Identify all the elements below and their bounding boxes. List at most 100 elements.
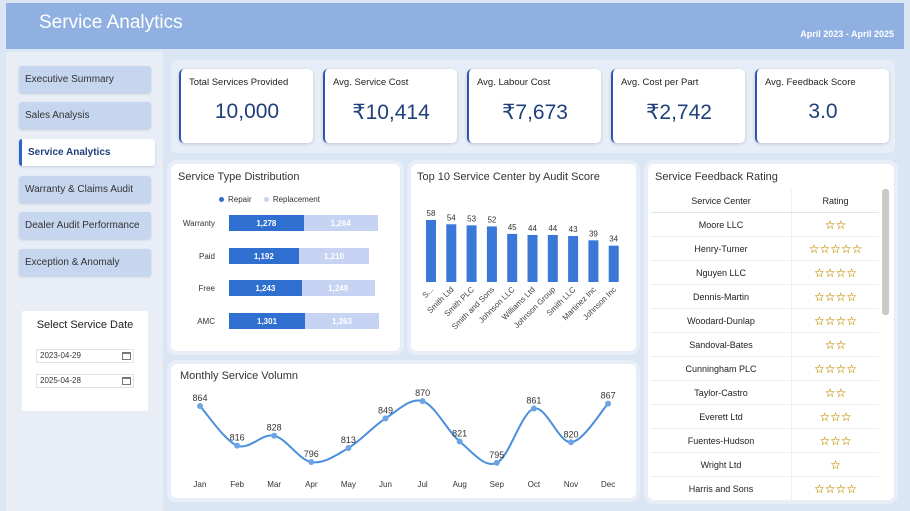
- start-date-field[interactable]: 2023-04-29: [36, 349, 134, 363]
- bar-repair[interactable]: 1,301: [229, 313, 306, 329]
- star-icon: ☆: [846, 313, 858, 328]
- end-date-field[interactable]: 2025-04-28: [36, 374, 134, 388]
- data-label: 820: [563, 429, 578, 439]
- star-icon: ☆: [813, 289, 825, 304]
- bar[interactable]: [426, 220, 436, 282]
- star-icon: ☆: [808, 241, 820, 256]
- kpi-label: Avg. Feedback Score: [765, 77, 856, 88]
- nav-exception-anomaly[interactable]: Exception & Anomaly: [19, 249, 151, 276]
- bar[interactable]: [527, 234, 538, 282]
- service-center-name: Fuentes-Hudson: [651, 429, 792, 452]
- bar[interactable]: [608, 245, 619, 282]
- service-center-name: Everett Ltd: [651, 405, 792, 428]
- star-icon: ☆: [819, 241, 831, 256]
- nav-service-analytics[interactable]: Service Analytics: [19, 139, 155, 166]
- star-icon: ☆: [835, 481, 847, 496]
- bar[interactable]: [507, 233, 518, 282]
- data-point[interactable]: [605, 400, 612, 407]
- service-type-title: Service Type Distribution: [178, 171, 300, 183]
- data-point[interactable]: [197, 403, 203, 410]
- kpi-card-avg-cost-per-part: Avg. Cost per Part ₹2,742: [611, 69, 745, 143]
- bar[interactable]: [547, 234, 558, 282]
- table-row[interactable]: Henry-Turner ☆ ☆ ☆ ☆ ☆: [651, 237, 879, 261]
- x-tick-label: Jul: [417, 480, 427, 489]
- column-header-service-center[interactable]: Service Center: [651, 189, 792, 212]
- bar[interactable]: [466, 225, 477, 282]
- monthly-chart: 864 Jan 816 Feb 828 Mar 796 Apr 813 May 849 Jun 870 J…: [192, 388, 615, 489]
- bar-repair[interactable]: 1,243: [229, 280, 302, 296]
- data-point[interactable]: [308, 459, 315, 466]
- bar-repair[interactable]: 1,278: [229, 215, 304, 231]
- bar-replacement[interactable]: 1,210: [298, 248, 370, 264]
- bar[interactable]: [568, 236, 579, 282]
- bar-repair[interactable]: 1,192: [229, 248, 299, 264]
- kpi-value: ₹10,414: [352, 101, 430, 124]
- data-point[interactable]: [419, 398, 426, 405]
- star-icon: ☆: [846, 289, 858, 304]
- star-icon: ☆: [824, 361, 836, 376]
- star-icon: ☆: [835, 385, 847, 400]
- star-icon: ☆: [835, 265, 847, 280]
- data-point[interactable]: [382, 415, 389, 422]
- sidebar: Executive Summary Sales Analysis Service…: [6, 52, 163, 511]
- data-point[interactable]: [530, 405, 537, 412]
- bar[interactable]: [588, 240, 599, 282]
- table-row[interactable]: Sandoval-Bates ☆ ☆: [651, 333, 879, 357]
- star-icon: ☆: [813, 313, 825, 328]
- star-icon: ☆: [824, 313, 836, 328]
- table-row[interactable]: Everett Ltd ☆ ☆ ☆: [651, 405, 879, 429]
- category-label: Warranty: [182, 219, 215, 228]
- data-label: 53: [467, 214, 476, 223]
- table-row[interactable]: Taylor-Castro ☆ ☆: [651, 381, 879, 405]
- date-filter: Select Service Date 2023-04-29 2025-04-2…: [22, 311, 148, 411]
- nav-warranty-claims-audit[interactable]: Warranty & Claims Audit: [19, 176, 151, 203]
- top-centers-title: Top 10 Service Center by Audit Score: [417, 171, 600, 183]
- calendar-icon[interactable]: [122, 377, 131, 385]
- bar-replacement[interactable]: 1,263: [305, 313, 379, 329]
- star-icon: ☆: [835, 337, 847, 352]
- rating-stars: ☆ ☆ ☆ ☆: [792, 357, 879, 380]
- data-point[interactable]: [456, 438, 463, 445]
- x-tick-label: Nov: [564, 480, 578, 489]
- end-date-value: 2025-04-28: [40, 376, 81, 385]
- kpi-card-avg-labour-cost: Avg. Labour Cost ₹7,673: [467, 69, 601, 143]
- star-icon: ☆: [830, 409, 841, 424]
- data-label: 34: [609, 235, 618, 244]
- table-row[interactable]: Nguyen LLC ☆ ☆ ☆ ☆: [651, 261, 879, 285]
- data-point[interactable]: [345, 445, 352, 452]
- monthly-panel: [171, 364, 636, 498]
- data-point[interactable]: [271, 432, 278, 439]
- table-row[interactable]: Moore LLC ☆ ☆: [651, 213, 879, 237]
- bar-replacement[interactable]: 1,249: [301, 280, 375, 296]
- nav-executive-summary[interactable]: Executive Summary: [19, 66, 151, 93]
- data-point[interactable]: [493, 459, 500, 466]
- table-row[interactable]: Woodard-Dunlap ☆ ☆ ☆ ☆: [651, 309, 879, 333]
- column-header-rating[interactable]: Rating: [822, 195, 849, 206]
- bar[interactable]: [486, 226, 497, 282]
- kpi-label: Total Services Provided: [189, 77, 289, 88]
- table-row[interactable]: Dennis-Martin ☆ ☆ ☆ ☆: [651, 285, 879, 309]
- data-point[interactable]: [234, 442, 241, 449]
- table-row[interactable]: Harris and Sons ☆ ☆ ☆ ☆: [651, 477, 879, 501]
- data-label: 44: [548, 224, 557, 233]
- legend-repair: Repair: [228, 195, 252, 204]
- table-row[interactable]: Fuentes-Hudson ☆ ☆ ☆: [651, 429, 879, 453]
- nav-dealer-audit-performance[interactable]: Dealer Audit Performance: [19, 212, 151, 239]
- table-row[interactable]: Wright Ltd ☆: [651, 453, 879, 477]
- date-range-label: April 2023 - April 2025: [800, 29, 894, 39]
- table-row[interactable]: Cunningham PLC ☆ ☆ ☆ ☆: [651, 357, 879, 381]
- bar-replacement[interactable]: 1,264: [303, 215, 378, 231]
- kpi-card-avg-service-cost: Avg. Service Cost ₹10,414: [323, 69, 457, 143]
- service-center-name: Woodard-Dunlap: [651, 309, 792, 332]
- bar[interactable]: [446, 224, 457, 282]
- feedback-scrollbar[interactable]: [882, 189, 889, 315]
- star-icon: ☆: [813, 361, 825, 376]
- data-label: 796: [304, 449, 319, 459]
- star-icon: ☆: [824, 385, 836, 400]
- data-point[interactable]: [568, 439, 574, 446]
- series-line: [199, 399, 609, 465]
- calendar-icon[interactable]: [122, 352, 131, 360]
- nav-sales-analysis[interactable]: Sales Analysis: [19, 102, 151, 129]
- star-icon: ☆: [846, 481, 858, 496]
